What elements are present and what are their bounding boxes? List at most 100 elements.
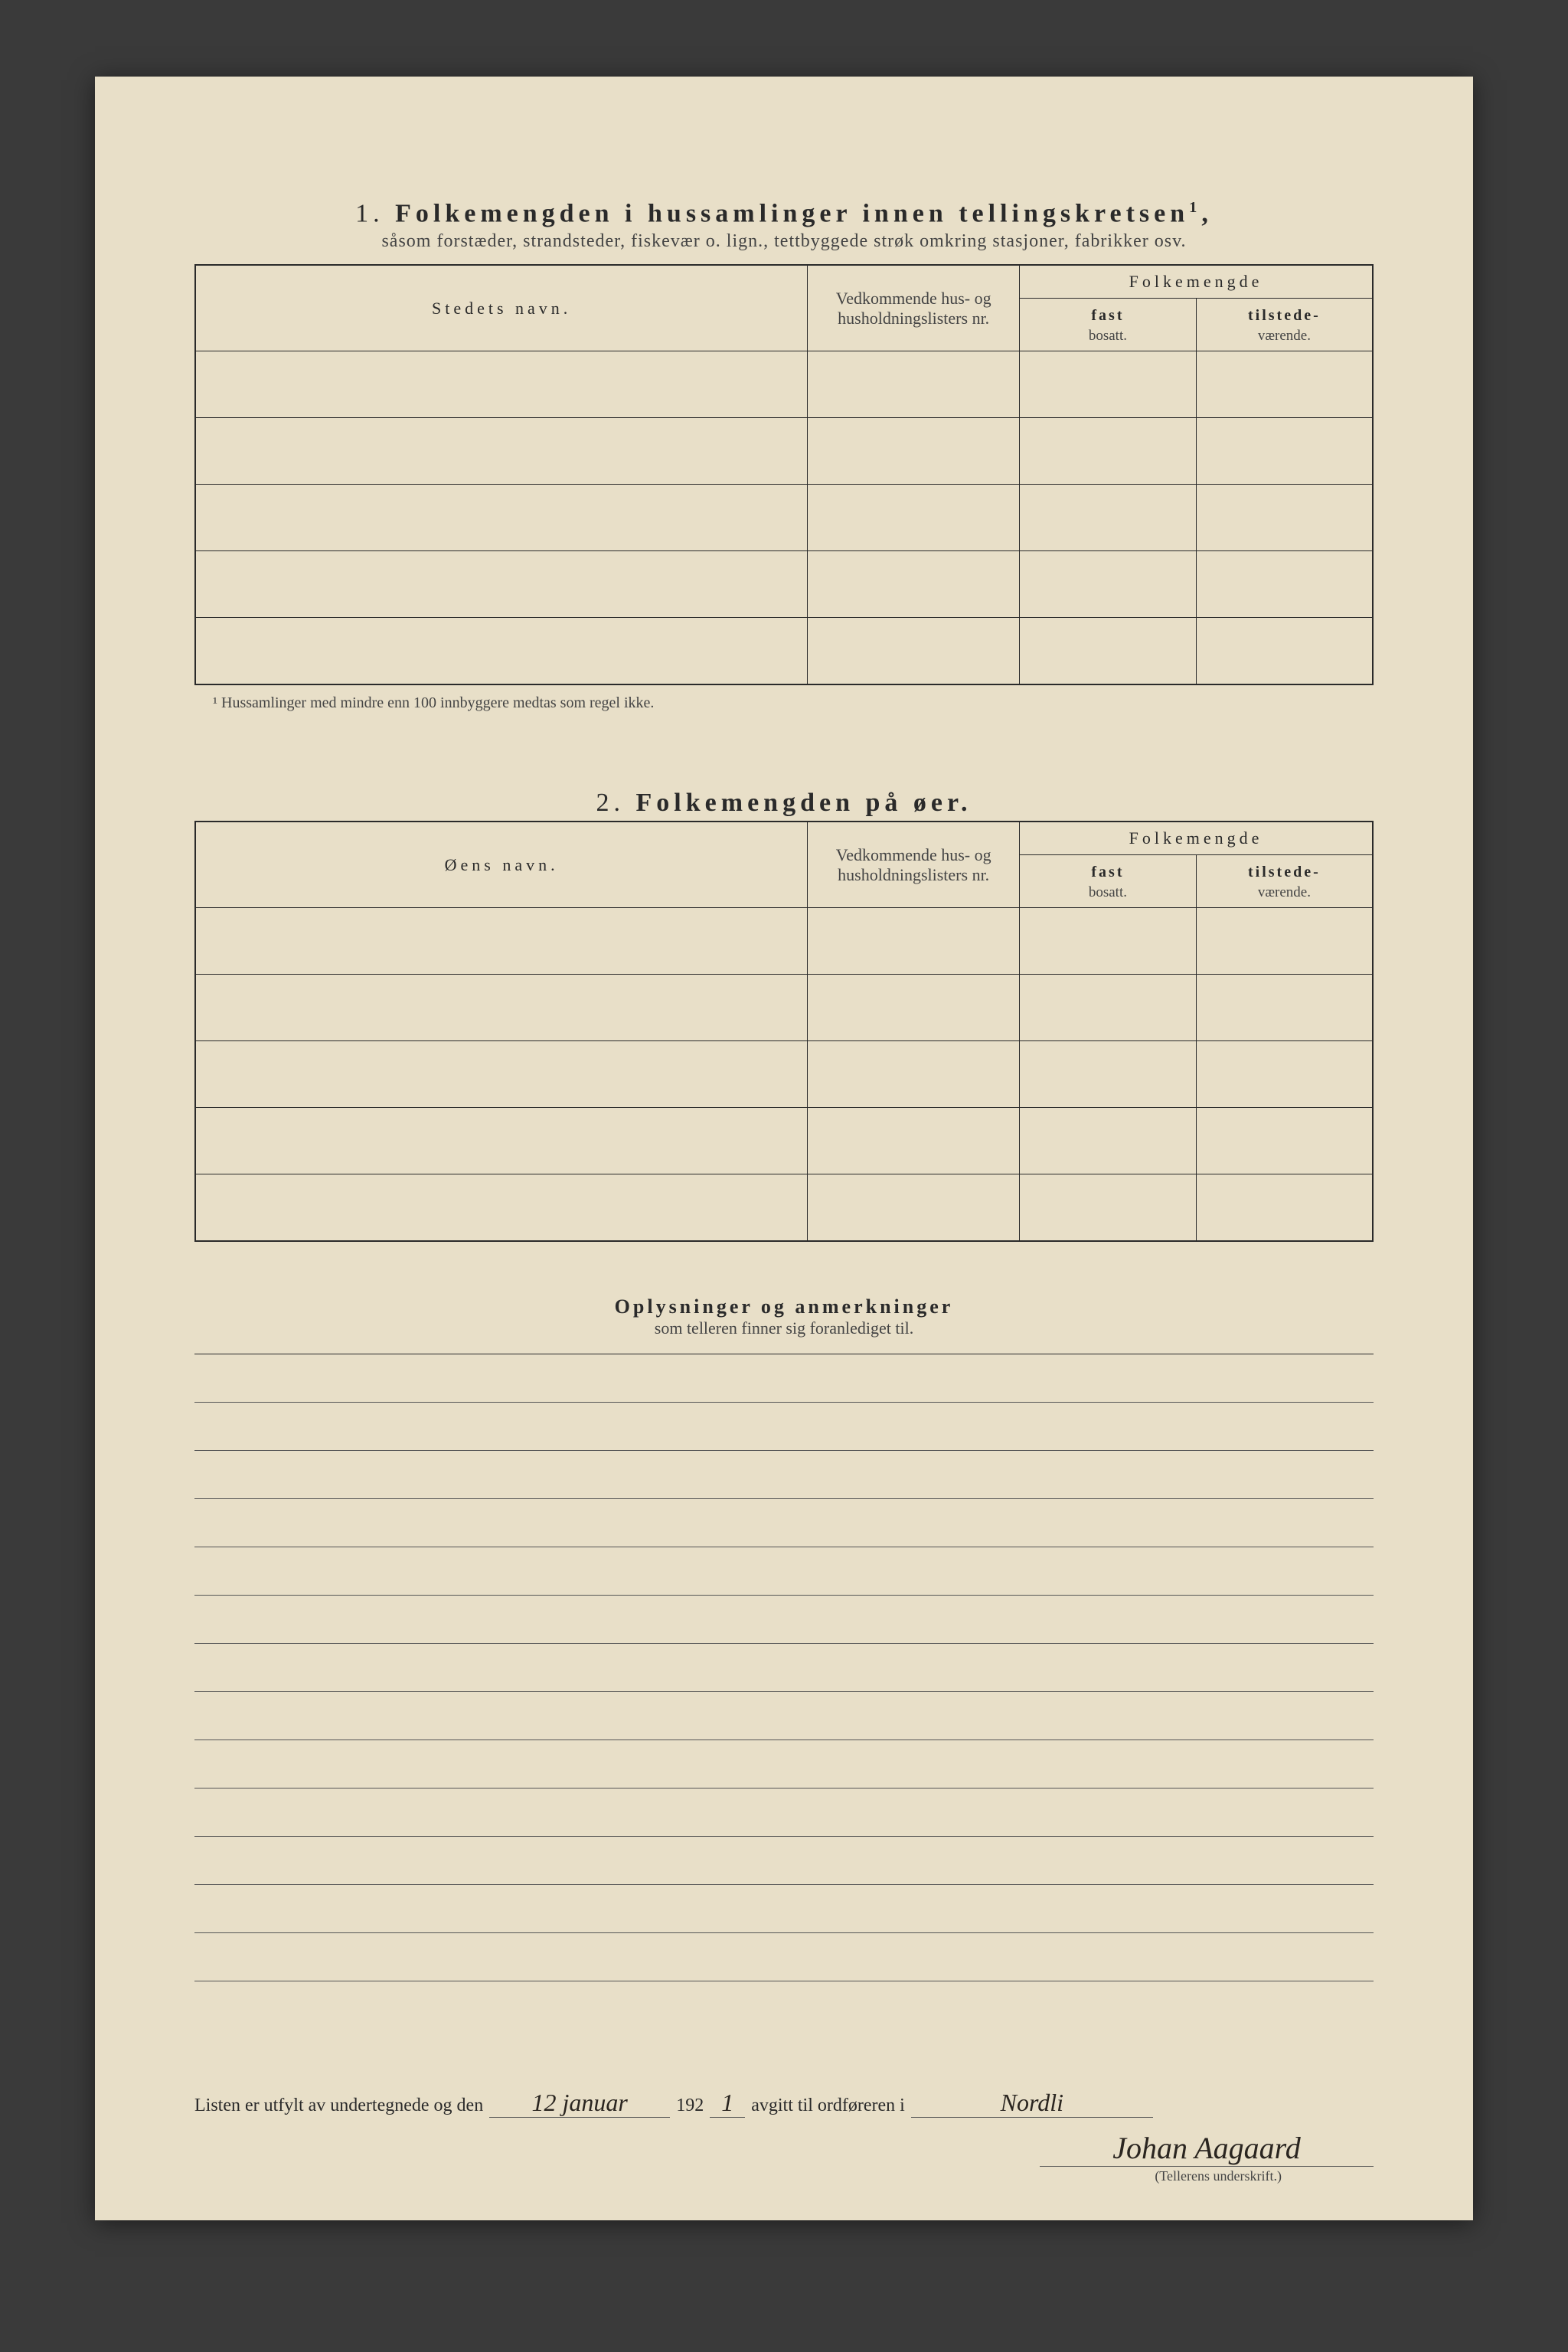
section1-table: Stedets navn. Vedkommende hus- og hushol… bbox=[194, 264, 1374, 685]
table-cell bbox=[1196, 1108, 1373, 1174]
table-cell bbox=[195, 551, 808, 618]
ruled-line bbox=[194, 1788, 1374, 1837]
table-cell bbox=[195, 908, 808, 975]
section1-title: 1. Folkemengden i hussamlinger innen tel… bbox=[194, 199, 1374, 228]
section1-number: 1. bbox=[355, 199, 384, 227]
col-fast-sub: bosatt. bbox=[1089, 328, 1127, 344]
section2-title: 2. Folkemengden på øer. bbox=[194, 789, 1374, 818]
table-cell bbox=[1196, 618, 1373, 685]
table-row bbox=[195, 418, 1373, 485]
table-cell bbox=[195, 1108, 808, 1174]
col-tilst-sub: værende. bbox=[1258, 328, 1311, 344]
signature-name-row: Johan Aagaard bbox=[194, 2130, 1374, 2167]
section1-body bbox=[195, 351, 1373, 685]
signature-line: Listen er utfylt av undertegnede og den … bbox=[194, 2089, 1374, 2118]
section2-table: Øens navn. Vedkommende hus- og husholdni… bbox=[194, 821, 1374, 1242]
table-cell bbox=[1196, 551, 1373, 618]
table-cell bbox=[195, 1041, 808, 1108]
table-cell bbox=[1196, 351, 1373, 418]
table-cell bbox=[1020, 551, 1197, 618]
ruled-line bbox=[194, 1596, 1374, 1644]
sig-year-suffix: 1 bbox=[710, 2089, 745, 2118]
section1-title-text: Folkemengden i hussamlinger innen tellin… bbox=[395, 199, 1189, 227]
notes-lines bbox=[194, 1354, 1374, 1981]
table-row bbox=[195, 618, 1373, 685]
section2-title-text: Folkemengden på øer. bbox=[636, 789, 972, 817]
table-cell bbox=[808, 418, 1020, 485]
table-cell bbox=[1196, 1041, 1373, 1108]
col-tilst-sub-2: værende. bbox=[1258, 884, 1311, 900]
col-tilst-label-2: tilstede- bbox=[1248, 864, 1321, 880]
table-row bbox=[195, 485, 1373, 551]
ruled-line bbox=[194, 1885, 1374, 1933]
table-cell bbox=[1196, 418, 1373, 485]
col-tilstede-2: tilstede- værende. bbox=[1196, 855, 1373, 908]
table-cell bbox=[1196, 975, 1373, 1041]
table-cell bbox=[1020, 975, 1197, 1041]
sig-date: 12 januar bbox=[489, 2089, 670, 2118]
table-cell bbox=[1020, 1108, 1197, 1174]
section1-subtitle: såsom forstæder, strandsteder, fiskevær … bbox=[194, 231, 1374, 252]
col-list-nr-2: Vedkommende hus- og husholdningslisters … bbox=[808, 822, 1020, 908]
table-cell bbox=[1020, 351, 1197, 418]
col-list-nr: Vedkommende hus- og husholdningslisters … bbox=[808, 265, 1020, 351]
signature-name: Johan Aagaard bbox=[1040, 2130, 1374, 2167]
table-cell bbox=[808, 1174, 1020, 1242]
col-island-name: Øens navn. bbox=[195, 822, 808, 908]
sig-place: Nordli bbox=[911, 2089, 1153, 2118]
section2-number: 2. bbox=[596, 789, 626, 817]
signature-block: Listen er utfylt av undertegnede og den … bbox=[194, 2089, 1374, 2184]
census-form-page: 1. Folkemengden i hussamlinger innen tel… bbox=[95, 77, 1473, 2220]
table-cell bbox=[1196, 1174, 1373, 1242]
table-cell bbox=[808, 975, 1020, 1041]
table-row bbox=[195, 551, 1373, 618]
notes-title: Oplysninger og anmerkninger bbox=[194, 1295, 1374, 1318]
section1-sup: 1 bbox=[1189, 199, 1201, 216]
table-cell bbox=[808, 485, 1020, 551]
col-fast-label: fast bbox=[1091, 307, 1124, 324]
table-cell bbox=[195, 485, 808, 551]
ruled-line bbox=[194, 1692, 1374, 1740]
table-cell bbox=[1020, 485, 1197, 551]
table-cell bbox=[808, 908, 1020, 975]
table-row bbox=[195, 908, 1373, 975]
sig-prefix: Listen er utfylt av undertegnede og den bbox=[194, 2096, 483, 2116]
table-cell bbox=[1020, 418, 1197, 485]
ruled-line bbox=[194, 1499, 1374, 1547]
table-cell bbox=[1020, 618, 1197, 685]
ruled-line bbox=[194, 1644, 1374, 1692]
sig-mid: avgitt til ordføreren i bbox=[751, 2096, 905, 2116]
ruled-line bbox=[194, 1451, 1374, 1499]
ruled-line bbox=[194, 1837, 1374, 1885]
ruled-line bbox=[194, 1740, 1374, 1788]
table-cell bbox=[195, 351, 808, 418]
table-cell bbox=[1196, 485, 1373, 551]
sig-year-prefix: 192 bbox=[676, 2096, 704, 2116]
col-fast-sub-2: bosatt. bbox=[1089, 884, 1127, 900]
col-fast-2: fast bosatt. bbox=[1020, 855, 1197, 908]
ruled-line bbox=[194, 1354, 1374, 1403]
col-place-name: Stedets navn. bbox=[195, 265, 808, 351]
table-cell bbox=[808, 351, 1020, 418]
table-cell bbox=[808, 1041, 1020, 1108]
table-cell bbox=[1020, 908, 1197, 975]
table-row bbox=[195, 975, 1373, 1041]
table-row bbox=[195, 351, 1373, 418]
table-cell bbox=[1196, 908, 1373, 975]
table-cell bbox=[1020, 1174, 1197, 1242]
table-row bbox=[195, 1108, 1373, 1174]
table-cell bbox=[195, 618, 808, 685]
ruled-line bbox=[194, 1403, 1374, 1451]
col-fast: fast bosatt. bbox=[1020, 299, 1197, 351]
section2-body bbox=[195, 908, 1373, 1242]
table-cell bbox=[1020, 1041, 1197, 1108]
col-population-2: Folkemengde bbox=[1020, 822, 1373, 855]
col-tilst-label: tilstede- bbox=[1248, 307, 1321, 324]
table-cell bbox=[808, 618, 1020, 685]
ruled-line bbox=[194, 1547, 1374, 1596]
table-cell bbox=[808, 551, 1020, 618]
col-tilstede: tilstede- værende. bbox=[1196, 299, 1373, 351]
table-row bbox=[195, 1174, 1373, 1242]
table-cell bbox=[808, 1108, 1020, 1174]
table-cell bbox=[195, 1174, 808, 1242]
